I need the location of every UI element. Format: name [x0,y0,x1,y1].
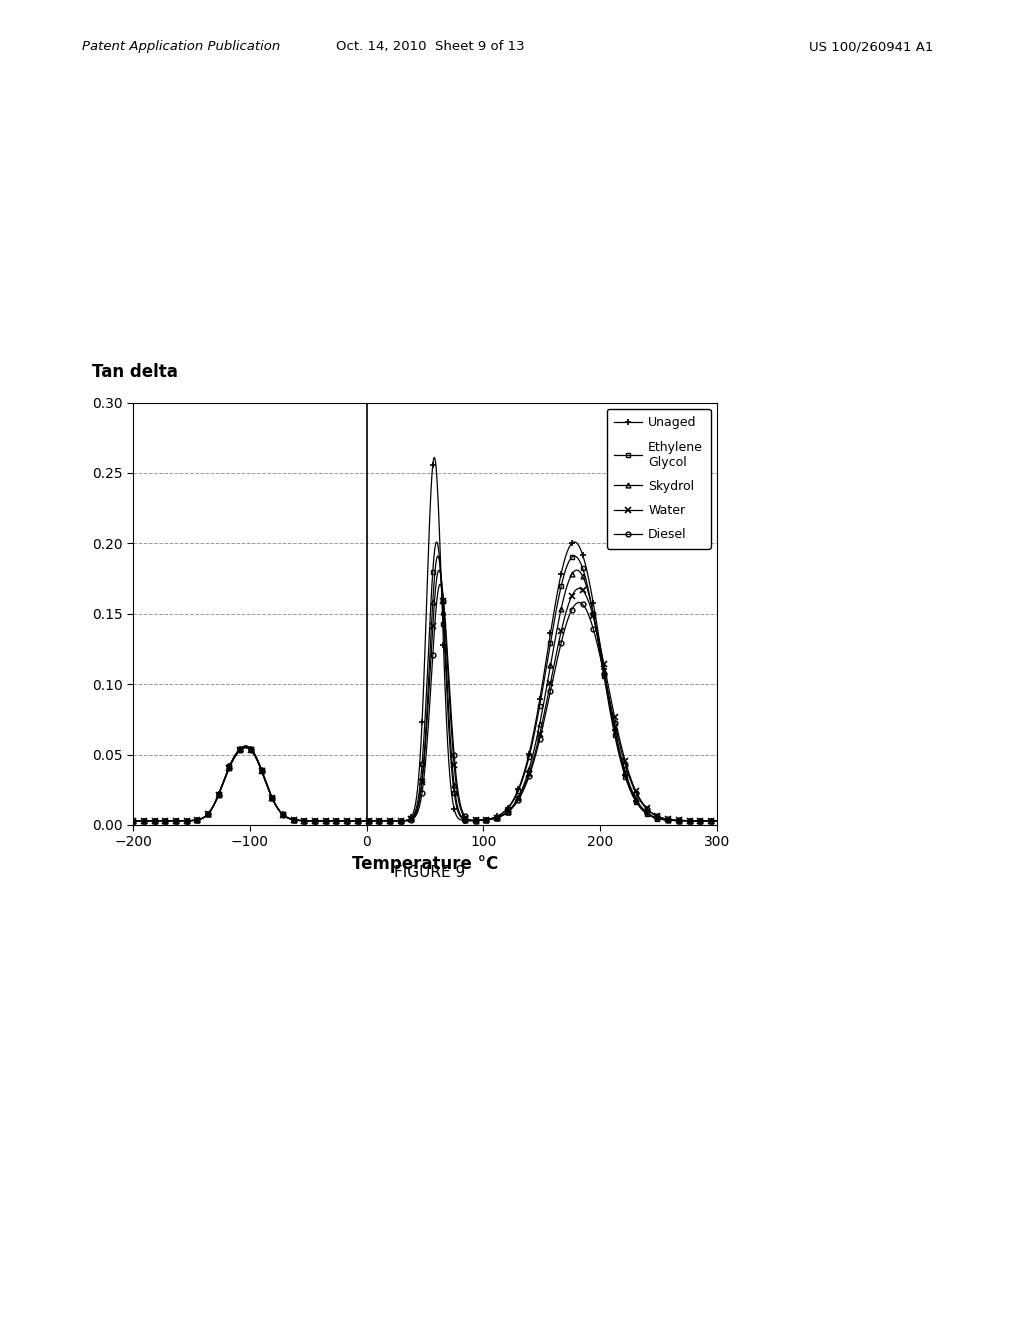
Text: FIGURE 9: FIGURE 9 [394,865,466,879]
Text: Tan delta: Tan delta [92,363,178,381]
X-axis label: Temperature °C: Temperature °C [352,855,498,873]
Text: Oct. 14, 2010  Sheet 9 of 13: Oct. 14, 2010 Sheet 9 of 13 [336,40,524,53]
Legend: Unaged, Ethylene
Glycol, Skydrol, Water, Diesel: Unaged, Ethylene Glycol, Skydrol, Water,… [607,409,711,549]
Text: Patent Application Publication: Patent Application Publication [82,40,281,53]
Text: US 100/260941 A1: US 100/260941 A1 [809,40,933,53]
